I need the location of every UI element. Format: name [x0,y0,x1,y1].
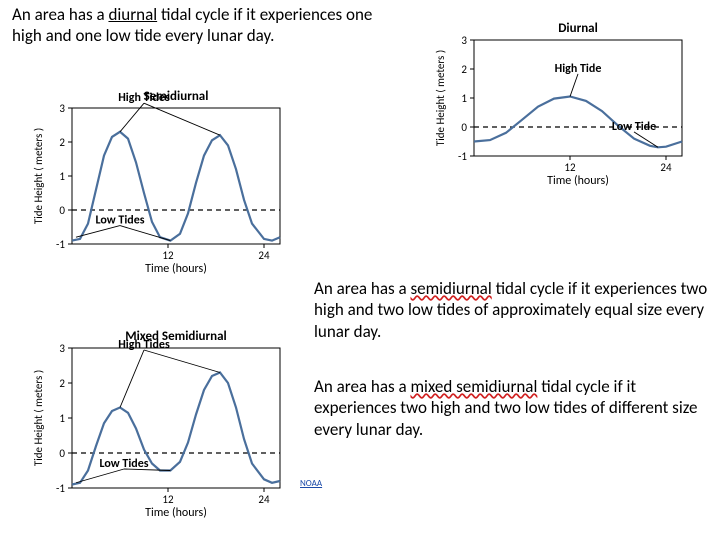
svg-text:0: 0 [461,121,467,134]
svg-text:24: 24 [258,249,270,262]
svg-text:1: 1 [461,92,467,105]
svg-text:2: 2 [59,136,65,149]
svg-text:Time (hours): Time (hours) [547,174,609,186]
semidiurnal-chart: -101231224Time (hours)Tide Height ( mete… [30,86,286,274]
svg-text:Time (hours): Time (hours) [145,506,207,518]
svg-text:Tide Height ( meters ): Tide Height ( meters ) [32,128,45,224]
term-mixed: mixed semidiurnal [410,376,537,397]
svg-text:2: 2 [461,63,467,76]
svg-text:1: 1 [59,412,65,425]
mixed-definition-text: An area has a mixed semidiurnal tidal cy… [314,376,708,440]
svg-text:24: 24 [660,161,672,174]
svg-text:-1: -1 [56,238,65,251]
svg-text:3: 3 [461,34,467,47]
svg-text:Tide Height ( meters ): Tide Height ( meters ) [434,50,447,146]
svg-text:Time (hours): Time (hours) [145,262,207,274]
svg-text:-1: -1 [458,150,467,163]
svg-text:0: 0 [59,204,65,217]
svg-text:-1: -1 [56,482,65,495]
svg-text:3: 3 [59,342,65,355]
term-diurnal: diurnal [108,4,157,25]
svg-text:Diurnal: Diurnal [558,21,598,36]
svg-text:Low Tide: Low Tide [612,120,656,134]
svg-text:2: 2 [59,377,65,390]
svg-text:3: 3 [59,102,65,115]
semidiurnal-definition-text: An area has a semidiurnal tidal cycle if… [314,278,708,342]
svg-text:12: 12 [162,249,174,262]
svg-text:High Tide: High Tide [555,62,602,76]
diurnal-chart: -101231224Time (hours)Tide Height ( mete… [432,18,688,186]
noaa-link[interactable]: NOAA [300,478,322,489]
svg-text:12: 12 [162,493,174,506]
term-semidiurnal: semidiurnal [410,278,491,299]
svg-text:Tide Height ( meters ): Tide Height ( meters ) [32,370,45,466]
svg-text:12: 12 [564,161,576,174]
svg-text:24: 24 [258,493,270,506]
svg-text:1: 1 [59,170,65,183]
svg-text:0: 0 [59,447,65,460]
mixed-semidiurnal-chart: -101231224Time (hours)Tide Height ( mete… [30,326,286,518]
txt: An area has a [314,278,410,299]
txt: An area has a [314,376,410,397]
txt: An area has a [12,4,108,25]
diurnal-definition-text: An area has a diurnal tidal cycle if it … [12,4,392,47]
